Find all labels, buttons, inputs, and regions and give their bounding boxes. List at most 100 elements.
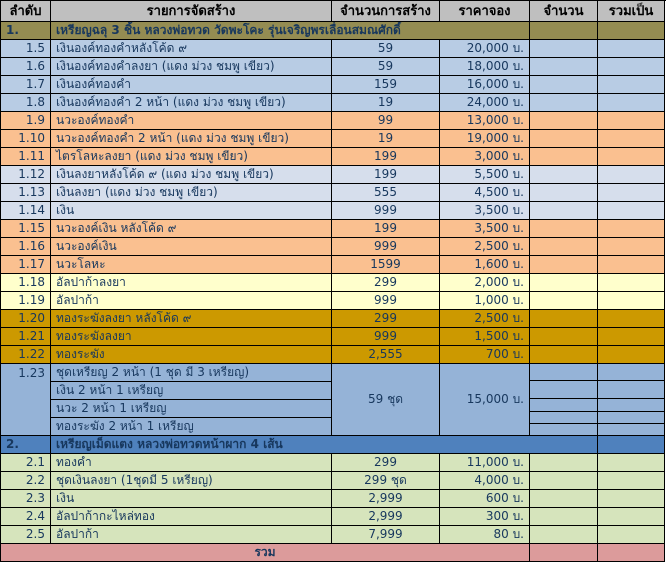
item-cell: เงินองค์ทองคำ 2 หน้า (แดง ม่วง ชมพู เขีย… bbox=[51, 94, 332, 112]
price-cell: 24,000 บ. bbox=[440, 94, 530, 112]
qty-made-cell: 7,999 bbox=[332, 526, 440, 544]
amount-cell bbox=[530, 58, 598, 76]
amount-cell bbox=[530, 76, 598, 94]
item-cell: อัลปาก้าลงยา bbox=[51, 274, 332, 292]
price-cell: 700 บ. bbox=[440, 346, 530, 364]
sum-cell bbox=[598, 544, 665, 562]
amount-cell bbox=[530, 256, 598, 274]
amount-cell bbox=[530, 148, 598, 166]
row-no-cell: 2.2 bbox=[1, 472, 51, 490]
row-no-cell: 1. bbox=[1, 22, 51, 40]
price-cell: 3,500 บ. bbox=[440, 202, 530, 220]
price-cell: 16,000 บ. bbox=[440, 76, 530, 94]
price-cell: 300 บ. bbox=[440, 508, 530, 526]
table-row: 1.19 อัลปาก้า 999 1,000 บ. bbox=[1, 292, 666, 310]
qty-made-cell: 2,999 bbox=[332, 508, 440, 526]
sum-cell bbox=[598, 399, 665, 412]
item-cell: นวะโลหะ bbox=[51, 256, 332, 274]
sum-cell bbox=[598, 94, 665, 112]
table-row: 1.9 นวะองค์ทองคำ 99 13,000 บ. bbox=[1, 112, 666, 130]
item-cell: นวะองค์เงิน หลังโค้ด ๙ bbox=[51, 220, 332, 238]
sum-cell bbox=[598, 436, 665, 454]
sum-cell bbox=[598, 166, 665, 184]
amount-cell bbox=[530, 184, 598, 202]
row-no-cell: 1.7 bbox=[1, 76, 51, 94]
table-row: 1.5 เงินองค์ทองคำหลังโค้ด ๙ 59 20,000 บ. bbox=[1, 40, 666, 58]
price-cell: 18,000 บ. bbox=[440, 58, 530, 76]
header-price: ราคาจอง bbox=[440, 1, 530, 22]
amount-cell bbox=[530, 220, 598, 238]
table-row: 1.8 เงินองค์ทองคำ 2 หน้า (แดง ม่วง ชมพู เ… bbox=[1, 94, 666, 112]
total-label-cell: รวม bbox=[1, 544, 530, 562]
amount-cell bbox=[530, 364, 598, 381]
amount-cell bbox=[530, 40, 598, 58]
price-cell: 19,000 บ. bbox=[440, 130, 530, 148]
sum-cell bbox=[598, 238, 665, 256]
row-no-cell: 2.4 bbox=[1, 508, 51, 526]
item-cell: เงินลงยาหลังโค้ด ๙ (แดง ม่วง ชมพู เขียว) bbox=[51, 166, 332, 184]
row-no-cell: 1.8 bbox=[1, 94, 51, 112]
header-made: จำนวนการสร้าง bbox=[332, 1, 440, 22]
amount-cell bbox=[530, 130, 598, 148]
amount-cell bbox=[530, 94, 598, 112]
set-block-row: 1.23 ชุดเหรียญ 2 หน้า (1 ชุด มี 3 เหรียญ)… bbox=[1, 364, 666, 436]
section-header-row: 2. เหรียญเม็ดแตง หลวงพ่อทวดหน้าผาก 4 เส้น bbox=[1, 436, 666, 454]
item-cell: เงินองค์ทองคำลงยา (แดง ม่วง ชมพู เขียว) bbox=[51, 58, 332, 76]
set-right-column bbox=[530, 364, 665, 436]
sum-cell bbox=[598, 76, 665, 94]
item-cell: ทองระฆังลงยา หลังโค้ด ๙ bbox=[51, 310, 332, 328]
qty-made-cell: 299 bbox=[332, 310, 440, 328]
item-cell: ชุดเหรียญ 2 หน้า (1 ชุด มี 3 เหรียญ) bbox=[51, 364, 332, 382]
qty-made-cell: 59 bbox=[332, 58, 440, 76]
price-cell: 1,600 บ. bbox=[440, 256, 530, 274]
amount-cell bbox=[530, 454, 598, 472]
item-cell: อัลปาก้ากะไหล่ทอง bbox=[51, 508, 332, 526]
amount-cell bbox=[530, 292, 598, 310]
amount-cell bbox=[530, 166, 598, 184]
amount-cell bbox=[530, 310, 598, 328]
table-row: 1.6 เงินองค์ทองคำลงยา (แดง ม่วง ชมพู เขีย… bbox=[1, 58, 666, 76]
amount-cell bbox=[530, 274, 598, 292]
row-no-cell: 1.19 bbox=[1, 292, 51, 310]
table-row: 2.3 เงิน 2,999 600 บ. bbox=[1, 490, 666, 508]
sum-cell bbox=[598, 220, 665, 238]
row-no-cell: 1.5 bbox=[1, 40, 51, 58]
qty-made-cell: 999 bbox=[332, 202, 440, 220]
set-items-column: ชุดเหรียญ 2 หน้า (1 ชุด มี 3 เหรียญ) เงิน… bbox=[51, 364, 332, 436]
amount-cell bbox=[530, 238, 598, 256]
table-row: 1.7 เงินองค์ทองคำ 159 16,000 บ. bbox=[1, 76, 666, 94]
qty-made-cell: 999 bbox=[332, 238, 440, 256]
qty-made-cell: 2,555 bbox=[332, 346, 440, 364]
sum-cell bbox=[598, 381, 665, 399]
table-row: 1.20 ทองระฆังลงยา หลังโค้ด ๙ 299 2,500 บ. bbox=[1, 310, 666, 328]
table-row: 1.11 ไตรโลหะลงยา (แดง ม่วง ชมพู เขียว) 199… bbox=[1, 148, 666, 166]
header-no: ลำดับ bbox=[1, 1, 51, 22]
item-cell: เงิน bbox=[51, 202, 332, 220]
item-cell: ไตรโลหะลงยา (แดง ม่วง ชมพู เขียว) bbox=[51, 148, 332, 166]
amount-cell bbox=[530, 381, 598, 399]
item-cell: อัลปาก้า bbox=[51, 292, 332, 310]
sum-cell bbox=[598, 256, 665, 274]
qty-made-cell: 999 bbox=[332, 292, 440, 310]
price-cell: 1,000 บ. bbox=[440, 292, 530, 310]
qty-made-cell: 299 bbox=[332, 454, 440, 472]
amount-cell bbox=[530, 424, 598, 436]
sum-cell bbox=[598, 526, 665, 544]
item-cell: นวะองค์เงิน bbox=[51, 238, 332, 256]
sum-cell bbox=[598, 328, 665, 346]
table-row: 1.16 นวะองค์เงิน 999 2,500 บ. bbox=[1, 238, 666, 256]
row-no-cell: 1.11 bbox=[1, 148, 51, 166]
item-cell: เงินองค์ทองคำ bbox=[51, 76, 332, 94]
sum-cell bbox=[598, 424, 665, 436]
qty-made-cell: 555 bbox=[332, 184, 440, 202]
sum-cell bbox=[598, 472, 665, 490]
qty-made-cell: 199 bbox=[332, 166, 440, 184]
item-cell: นวะองค์ทองคำ bbox=[51, 112, 332, 130]
amount-cell bbox=[530, 412, 598, 424]
sum-cell bbox=[598, 310, 665, 328]
table-row: 1.15 นวะองค์เงิน หลังโค้ด ๙ 199 3,500 บ. bbox=[1, 220, 666, 238]
set-subrow bbox=[530, 364, 665, 381]
sum-cell bbox=[598, 292, 665, 310]
header-amount: จำนวน bbox=[530, 1, 598, 22]
